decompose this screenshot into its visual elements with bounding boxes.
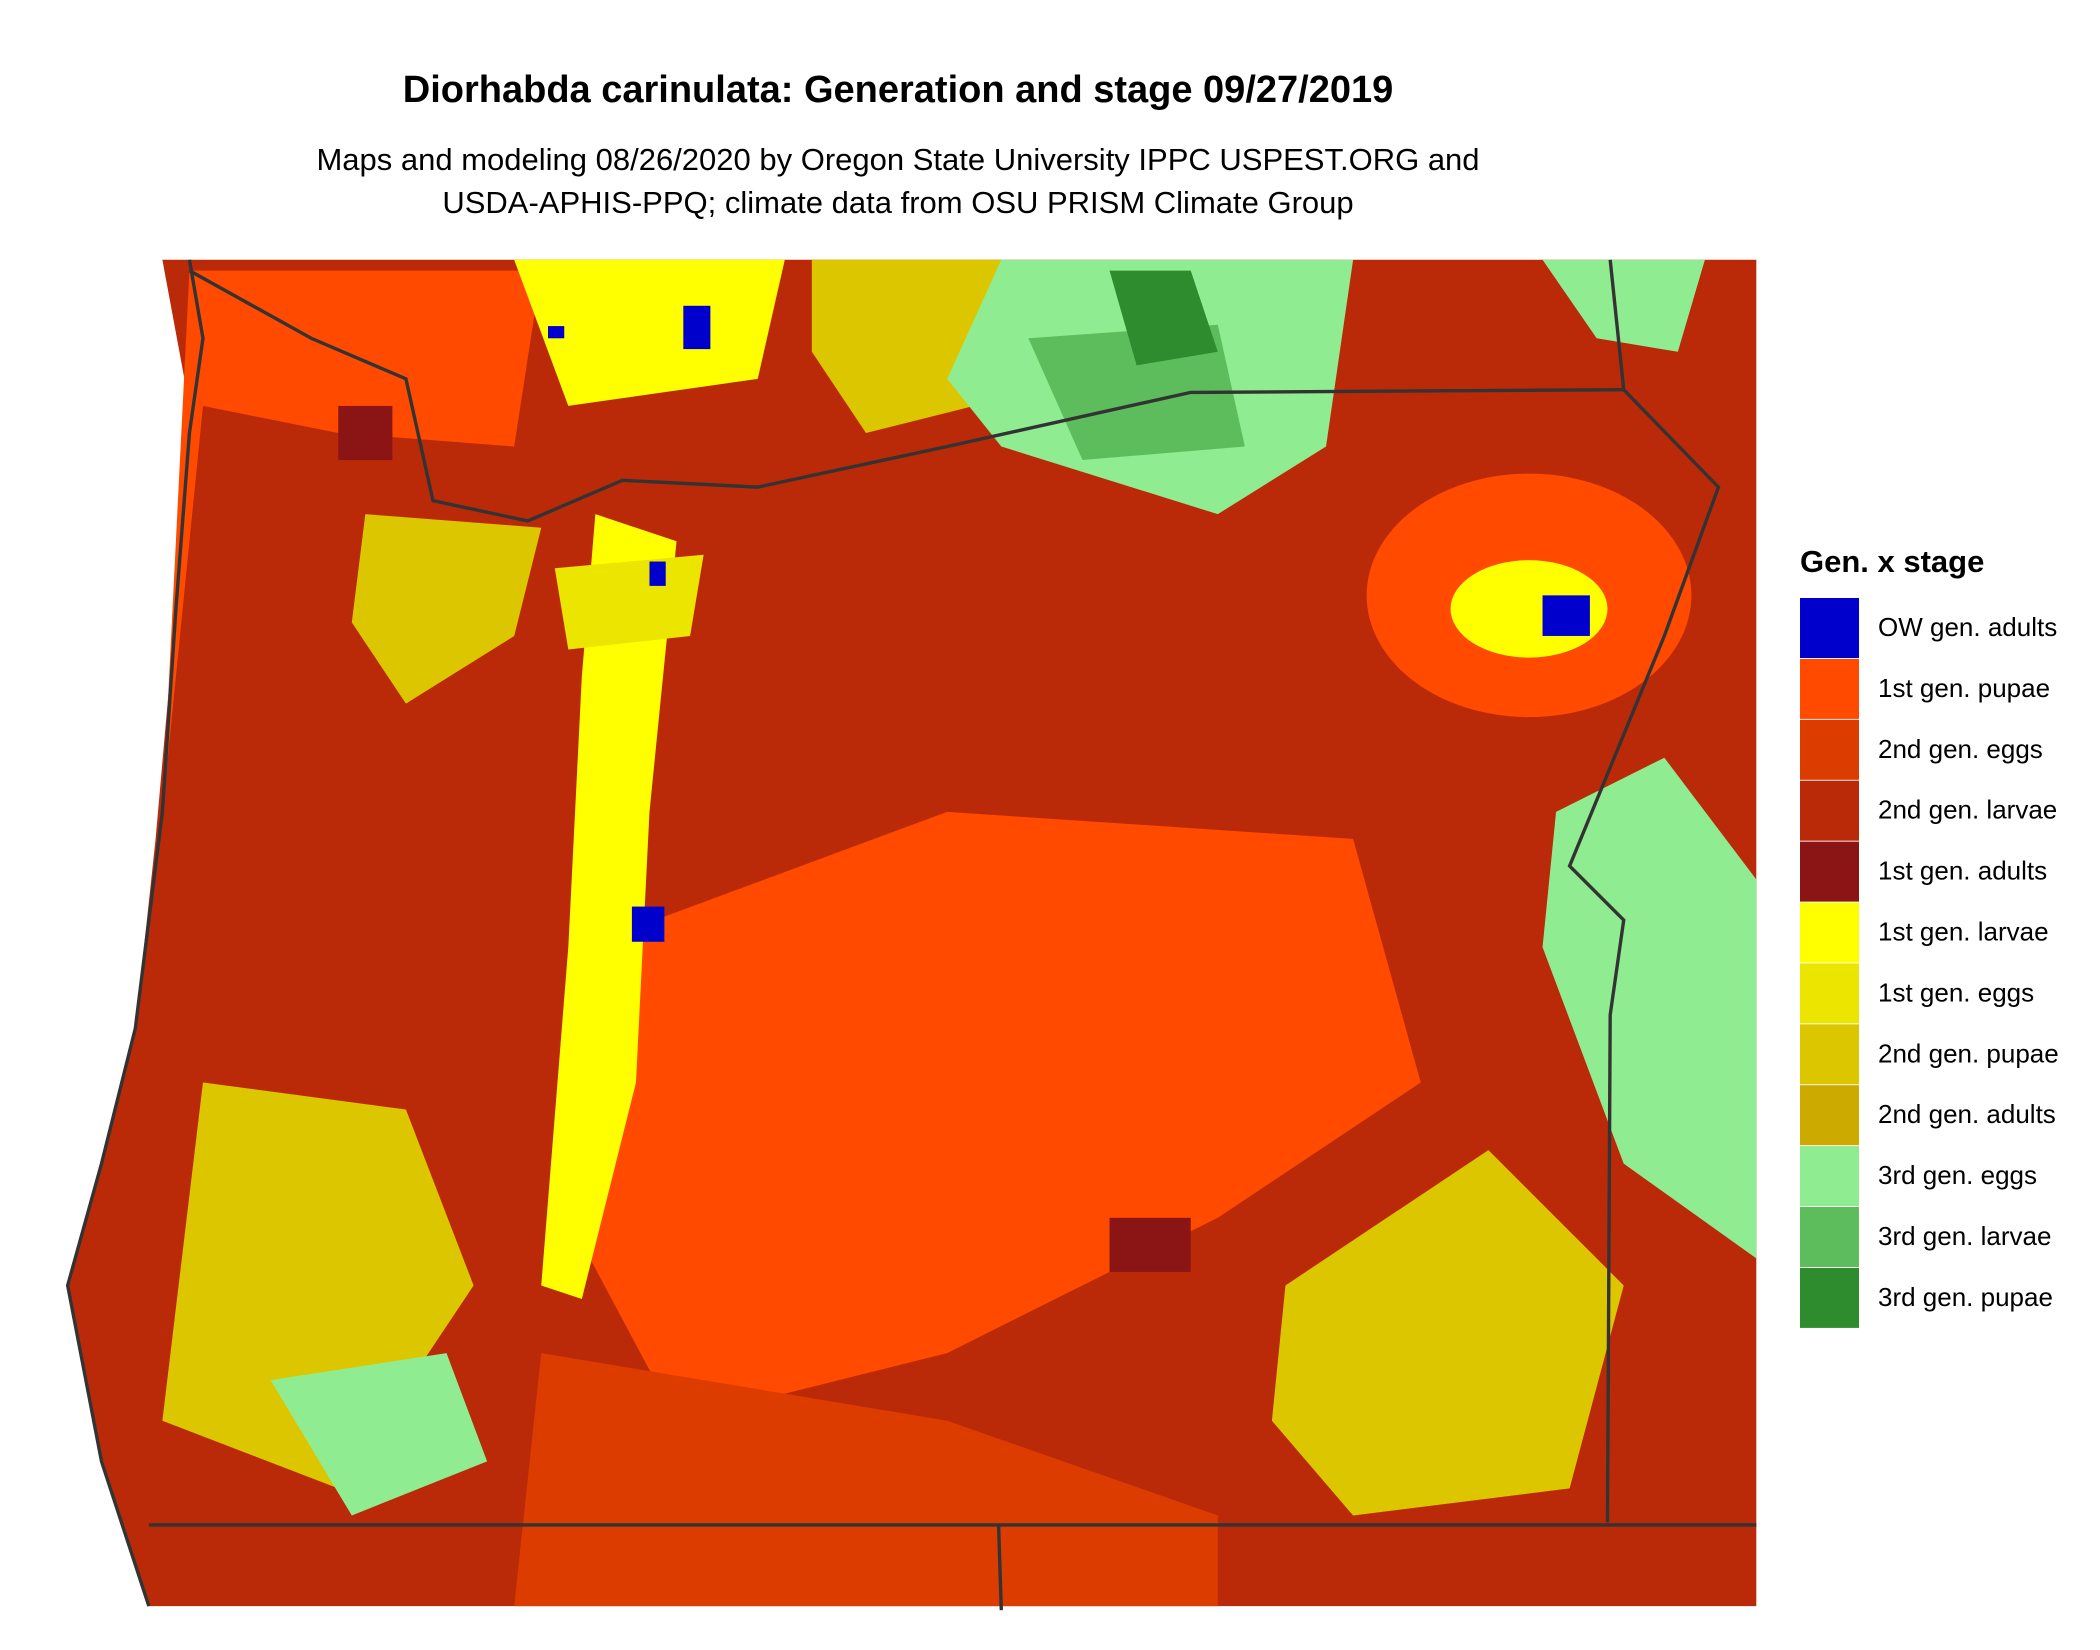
idaho-border [1567,259,1721,1523]
map-region [631,906,665,942]
legend-swatch [1800,902,1859,963]
map-region [514,259,785,406]
legend-label: 2nd gen. adults [1878,1099,2056,1129]
legend-label: 2nd gen. larvae [1878,795,2057,825]
map-region [683,305,711,350]
legend-swatch [1800,1085,1859,1146]
map-region [514,1353,1218,1607]
map-region [541,514,677,1299]
legend-swatch [1800,658,1859,719]
legend-label: 1st gen. eggs [1878,977,2034,1007]
coastline [65,259,205,1607]
legend-label: 3rd gen. eggs [1878,1160,2037,1190]
state-borders [65,259,1757,1611]
legend: OW gen. adults 1st gen. pupae 2nd gen. egg… [1800,598,2059,1328]
map-region [162,270,542,812]
map-region [649,561,666,586]
legend-label: 1st gen. pupae [1878,673,2050,703]
map-region [270,1353,488,1516]
legend-title: Gen. x stage [1800,544,1984,579]
legend-swatch [1800,780,1859,841]
legend-label: 1st gen. adults [1878,856,2047,886]
legend-swatch [1800,841,1859,902]
ca-nv-border [996,1524,1003,1611]
map-region [1542,757,1757,1259]
map-region [1109,1217,1191,1272]
legend-swatch [1800,1207,1859,1267]
legend-swatch [1800,719,1859,780]
map-region [548,326,565,339]
map-region [338,405,393,461]
map-region [1271,1150,1624,1516]
map-subtitle: Maps and modeling 08/26/2020 by Oregon S… [316,142,1479,177]
map-region [1028,324,1245,461]
legend-label: 3rd gen. larvae [1878,1221,2051,1251]
map-region [1109,270,1218,366]
map-region [351,514,542,704]
legend-swatch [1800,1146,1859,1207]
map [65,259,1757,1611]
map-region [568,811,1421,1421]
legend-swatch [1800,1024,1859,1085]
map-title: Diorhabda carinulata: Generation and sta… [403,69,1393,111]
legend-label: 1st gen. larvae [1878,917,2049,947]
map-region [1542,595,1590,636]
map-region [554,554,704,650]
legend-label: 3rd gen. pupae [1878,1282,2053,1312]
legend-label: 2nd gen. pupae [1878,1038,2059,1068]
map-subtitle: USDA-APHIS-PPQ; climate data from OSU PR… [442,185,1353,220]
legend-label: 2nd gen. eggs [1878,734,2043,764]
legend-label: OW gen. adults [1878,612,2057,642]
legend-swatch [1800,598,1859,658]
legend-swatch [1800,963,1859,1024]
map-region [811,259,1002,433]
columbia-river [188,269,1624,523]
map-region [1542,259,1705,352]
legend-swatch [1800,1267,1859,1328]
